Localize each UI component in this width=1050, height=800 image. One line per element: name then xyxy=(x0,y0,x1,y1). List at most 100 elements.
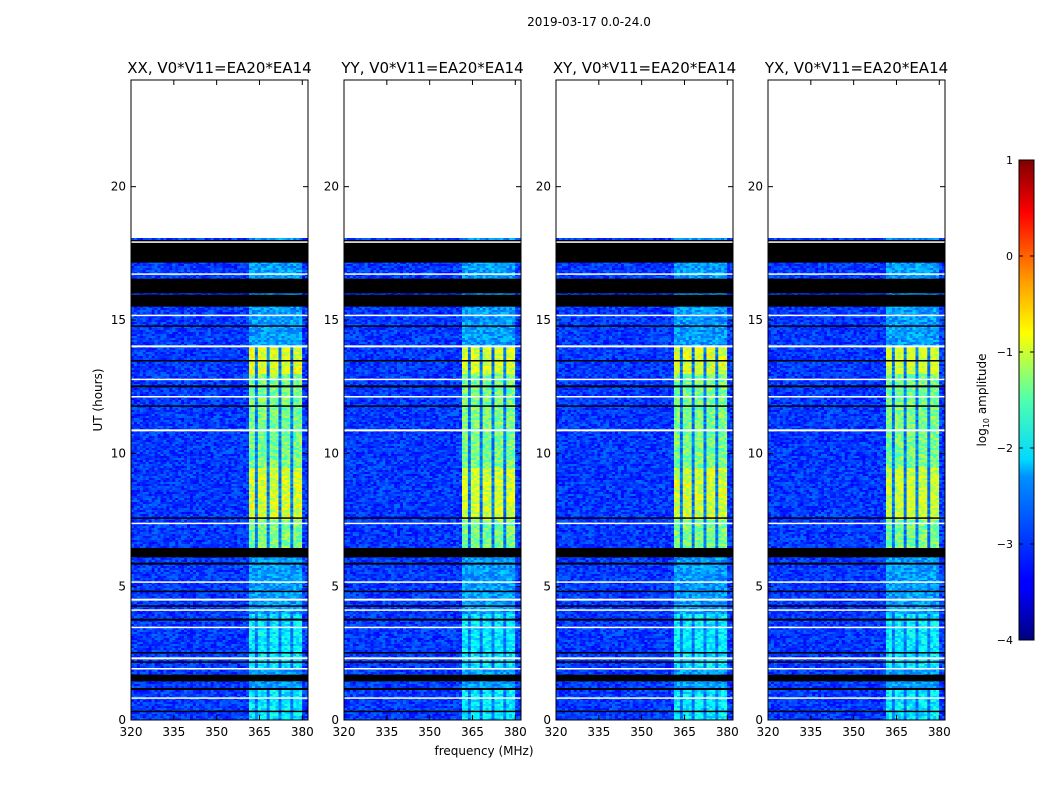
heatmap-cell xyxy=(157,636,161,638)
heatmap-cell xyxy=(133,628,138,630)
heatmap-cell xyxy=(142,560,147,562)
heatmap-cell xyxy=(192,694,197,696)
heatmap-cell xyxy=(187,620,191,622)
heatmap-cell xyxy=(169,608,173,610)
heatmap-cell xyxy=(228,654,232,656)
heatmap-cell xyxy=(284,600,288,602)
heatmap-cell xyxy=(172,566,176,568)
heatmap-cell xyxy=(195,718,200,720)
heatmap-cell xyxy=(136,612,141,614)
heatmap-cell xyxy=(181,698,185,700)
heatmap-cell xyxy=(172,634,176,636)
heatmap-cell xyxy=(172,614,176,616)
heatmap-cell xyxy=(219,624,223,626)
heatmap-cell xyxy=(293,708,297,710)
heatmap-cell xyxy=(198,670,203,672)
heatmap-cell xyxy=(213,636,217,638)
heatmap-cell xyxy=(302,630,306,632)
figure-suptitle: 2019-03-17 0.0-24.0 xyxy=(527,15,651,29)
heatmap-cell xyxy=(163,636,167,638)
heatmap-cell xyxy=(190,616,194,618)
heatmap-cell xyxy=(299,616,303,618)
heatmap-cell xyxy=(195,644,200,646)
heatmap-cell xyxy=(296,578,300,580)
heatmap-cell xyxy=(266,660,270,662)
heatmap-cell xyxy=(213,570,217,572)
heatmap-cell xyxy=(281,712,285,714)
heatmap-cell xyxy=(142,704,147,706)
heatmap-cell xyxy=(131,650,135,652)
heatmap-cell xyxy=(219,700,223,702)
heatmap-cell xyxy=(293,568,297,570)
heatmap-cell xyxy=(231,682,235,684)
heatmap-cell xyxy=(296,666,300,668)
heatmap-cell xyxy=(272,614,276,616)
heatmap-cell xyxy=(240,698,244,700)
heatmap-cell xyxy=(278,564,282,566)
heatmap-cell xyxy=(216,698,220,700)
heatmap-cell xyxy=(213,690,217,692)
heatmap-cell xyxy=(278,612,282,614)
heatmap-cell xyxy=(260,604,265,606)
heatmap-cell xyxy=(287,612,291,614)
heatmap-cell xyxy=(305,622,309,624)
heatmap-cell xyxy=(190,694,194,696)
heatmap-cell xyxy=(257,712,262,714)
heatmap-cell xyxy=(225,718,229,720)
heatmap-cell xyxy=(157,602,161,604)
heatmap-cell xyxy=(225,630,229,632)
heatmap-cell xyxy=(269,628,273,630)
heatmap-cell xyxy=(207,646,211,648)
heatmap-cell xyxy=(302,576,306,578)
heatmap-cell xyxy=(228,630,232,632)
heatmap-cell xyxy=(249,636,253,638)
heatmap-cell xyxy=(213,604,217,606)
heatmap-cell xyxy=(284,638,288,640)
heatmap-cell xyxy=(290,610,294,612)
heatmap-cell xyxy=(151,624,155,626)
heatmap-cell xyxy=(219,646,223,648)
heatmap-cell xyxy=(133,682,138,684)
heatmap-cell xyxy=(216,716,220,718)
heatmap-cell xyxy=(243,594,247,596)
heatmap-cell xyxy=(225,708,229,710)
heatmap-cell xyxy=(195,558,200,560)
heatmap-cell xyxy=(163,718,167,720)
heatmap-cell xyxy=(154,572,158,574)
heatmap-cell xyxy=(154,656,158,658)
heatmap-cell xyxy=(131,588,135,590)
heatmap-cell xyxy=(243,666,247,668)
heatmap-cell xyxy=(148,560,152,562)
heatmap-cell xyxy=(210,638,214,640)
heatmap-cell xyxy=(172,660,176,662)
heatmap-cell xyxy=(207,624,211,626)
heatmap-cell xyxy=(184,654,188,656)
heatmap-cell xyxy=(207,576,211,578)
heatmap-cell xyxy=(269,692,273,694)
heatmap-cell xyxy=(157,708,161,710)
heatmap-cell xyxy=(296,712,300,714)
heatmap-cell xyxy=(263,578,267,580)
heatmap-cell xyxy=(142,634,147,636)
heatmap-cell xyxy=(166,702,170,704)
heatmap-cell xyxy=(225,612,229,614)
heatmap-cell xyxy=(201,616,206,618)
heatmap-cell xyxy=(302,600,306,602)
heatmap-cell xyxy=(222,628,226,630)
heatmap-cell xyxy=(240,666,244,668)
heatmap-cell xyxy=(136,568,141,570)
heatmap-cell xyxy=(198,594,203,596)
heatmap-cell xyxy=(302,642,306,644)
heatmap-cell xyxy=(195,606,200,608)
heatmap-cell xyxy=(293,586,297,588)
heatmap-cell xyxy=(166,670,170,672)
heatmap-cell xyxy=(296,602,300,604)
heatmap-cell xyxy=(296,718,300,720)
heatmap-cell xyxy=(305,580,309,582)
heatmap-cell xyxy=(228,582,232,584)
heatmap-cell xyxy=(181,616,185,618)
heatmap-cell xyxy=(246,646,250,648)
heatmap-cell xyxy=(284,602,288,604)
heatmap-cell xyxy=(195,686,200,688)
